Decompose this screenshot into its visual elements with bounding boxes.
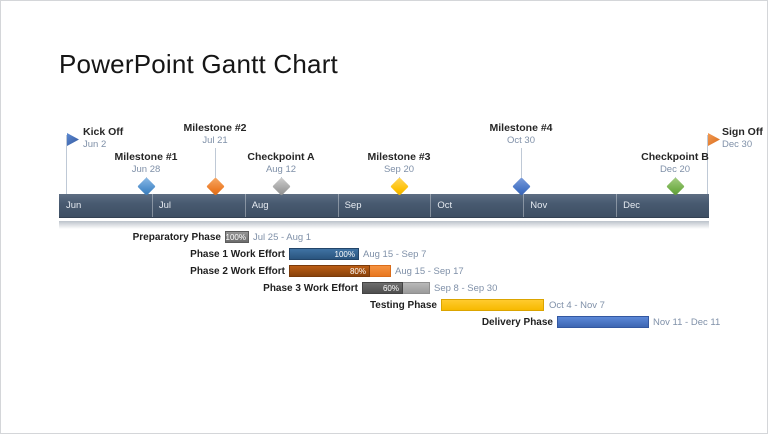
- task-dates-delivery: Nov 11 - Dec 11: [653, 317, 721, 328]
- checkpointB-diamond-icon: [665, 177, 685, 196]
- month-label-oct: Oct: [437, 200, 453, 211]
- task-bar-delivery: [557, 316, 649, 328]
- milestone-4: Milestone #4 Oct 30: [489, 122, 552, 147]
- task-label-phase3: Phase 3 Work Effort: [263, 283, 358, 294]
- task-bar-preparatory: 100%: [225, 231, 249, 243]
- task-label-delivery: Delivery Phase: [481, 317, 553, 328]
- task-dates-phase1: Aug 15 - Sep 7: [363, 249, 427, 260]
- page-title: PowerPoint Gantt Chart: [59, 49, 338, 79]
- task-bar-phase3-complete: 60%: [362, 282, 403, 294]
- task-bar-phase3-remainder: [403, 282, 430, 294]
- task-bar-phase2-remainder: [370, 265, 391, 277]
- month-label-sep: Sep: [344, 200, 362, 211]
- milestone-3: Milestone #3 Sep 20: [367, 151, 430, 176]
- milestone1-diamond-icon: [136, 177, 156, 196]
- milestone3-diamond-icon: [389, 177, 409, 196]
- milestone2-pole: [215, 148, 216, 194]
- month-label-nov: Nov: [530, 200, 548, 211]
- task-dates-phase3: Sep 8 - Sep 30: [434, 283, 498, 294]
- month-divider: [151, 194, 153, 217]
- milestone-kick-off: Kick Off Jun 2: [83, 126, 123, 151]
- milestone-date: Sep 20: [383, 164, 415, 175]
- timeline-reflection: [59, 221, 709, 229]
- task-percent: 80%: [349, 266, 366, 276]
- milestone-date: Jun 28: [131, 164, 161, 175]
- task-dates-phase2: Aug 15 - Sep 17: [395, 266, 464, 277]
- milestone2-diamond-icon: [205, 177, 225, 196]
- month-label-aug: Aug: [251, 200, 269, 211]
- month-divider: [430, 194, 432, 217]
- signoff-flag-icon: [708, 133, 720, 146]
- task-percent: 100%: [225, 232, 246, 242]
- kickoff-flag-icon: [67, 133, 79, 146]
- signoff-pole: [707, 135, 708, 194]
- milestone-name: Checkpoint A: [247, 151, 315, 163]
- task-bar-phase1: 100%: [289, 248, 359, 260]
- timeline-bar: Jun Jul Aug Sep Oct Nov Dec: [59, 194, 709, 218]
- milestone-name: Milestone #2: [183, 122, 247, 134]
- checkpointA-diamond-icon: [271, 177, 291, 196]
- milestone-date: Oct 30: [507, 135, 535, 146]
- milestone-date: Dec 30: [722, 139, 753, 150]
- task-label-phase1: Phase 1 Work Effort: [190, 249, 285, 260]
- task-bar-phase2-complete: 80%: [289, 265, 370, 277]
- month-divider: [616, 194, 618, 217]
- checkpoint-b: Checkpoint B Dec 20: [641, 151, 709, 176]
- task-percent: 60%: [382, 283, 399, 293]
- month-divider: [523, 194, 525, 217]
- milestone-name: Kick Off: [83, 126, 124, 138]
- task-label-preparatory: Preparatory Phase: [132, 232, 221, 243]
- milestone-date: Dec 20: [659, 164, 691, 175]
- milestone-2: Milestone #2 Jul 21: [183, 122, 246, 147]
- month-divider: [244, 194, 246, 217]
- checkpoint-a: Checkpoint A Aug 12: [247, 151, 314, 176]
- task-label-phase2: Phase 2 Work Effort: [190, 266, 285, 277]
- milestone-1: Milestone #1 Jun 28: [114, 151, 177, 176]
- milestone-sign-off: Sign Off Dec 30: [722, 126, 763, 151]
- milestone4-pole: [521, 148, 522, 194]
- milestone-name: Milestone #1: [114, 151, 178, 163]
- month-label-jun: Jun: [66, 200, 82, 211]
- milestone-name: Sign Off: [722, 126, 763, 138]
- milestone-name: Checkpoint B: [641, 151, 709, 163]
- month-label-jul: Jul: [158, 200, 172, 211]
- task-percent: 100%: [334, 249, 355, 259]
- task-bar-testing: [441, 299, 544, 311]
- milestone-name: Milestone #4: [489, 122, 553, 134]
- task-label-testing: Testing Phase: [369, 300, 437, 311]
- milestone-date: Aug 12: [265, 164, 297, 175]
- milestone-date: Jun 2: [83, 139, 107, 150]
- task-dates-preparatory: Jul 25 - Aug 1: [253, 232, 312, 243]
- milestone-date: Jul 21: [202, 135, 228, 146]
- milestone4-diamond-icon: [511, 177, 531, 196]
- month-label-dec: Dec: [623, 200, 640, 211]
- milestone-name: Milestone #3: [367, 151, 431, 163]
- kickoff-pole: [66, 135, 67, 194]
- month-divider: [337, 194, 339, 217]
- task-dates-testing: Oct 4 - Nov 7: [549, 300, 605, 311]
